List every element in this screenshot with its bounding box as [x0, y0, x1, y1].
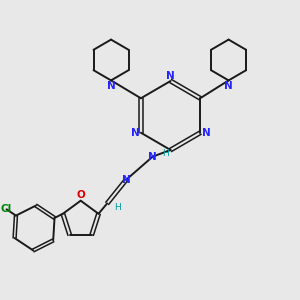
- Text: N: N: [166, 71, 175, 81]
- Text: N: N: [130, 128, 139, 138]
- Text: H: H: [162, 148, 169, 158]
- Text: O: O: [76, 190, 85, 200]
- Text: N: N: [148, 152, 157, 162]
- Text: N: N: [107, 81, 116, 91]
- Text: N: N: [224, 81, 233, 91]
- Text: H: H: [114, 202, 121, 211]
- Text: N: N: [202, 128, 211, 138]
- Text: N: N: [122, 175, 130, 185]
- Text: Cl: Cl: [1, 204, 12, 214]
